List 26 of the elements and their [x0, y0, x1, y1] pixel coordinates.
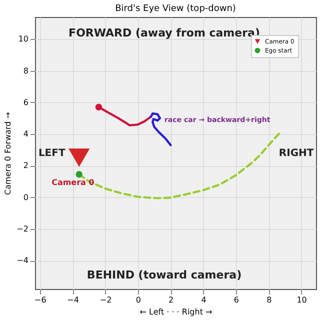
point: [68, 148, 90, 167]
y-tick-label: 10: [18, 34, 28, 44]
y-tick-label: −2: [16, 224, 28, 234]
annotation: BEHIND (toward camera): [86, 268, 242, 282]
x-tick-label: −4: [67, 296, 79, 304]
annotation: RIGHT: [278, 148, 314, 159]
chart-title: Bird's Eye View (top-down): [115, 4, 236, 14]
y-tick-label: 2: [23, 161, 28, 170]
y-tick-label: 8: [23, 66, 28, 76]
x-tick-label: 4: [201, 296, 206, 304]
x-tick-label: −6: [34, 296, 46, 304]
point: [95, 104, 102, 110]
x-tick-label: 2: [168, 296, 174, 304]
x-tick-label: 6: [234, 296, 239, 304]
x-tick-label: 0: [136, 296, 141, 304]
y-tick-label: 0: [23, 192, 28, 202]
x-tick-label: −2: [100, 296, 112, 304]
y-axis-title: Camera 0 Forward →: [4, 112, 13, 195]
y-tick-label: 6: [23, 98, 28, 107]
x-axis-title: ← Left · · · Right →: [140, 308, 212, 316]
y-tick-label: 4: [23, 130, 28, 139]
x-tick-label: 10: [296, 296, 307, 304]
annotation: LEFT: [38, 148, 66, 159]
x-tick-label: 8: [266, 296, 272, 304]
y-tick-label: −4: [16, 256, 28, 266]
point: [76, 171, 82, 178]
